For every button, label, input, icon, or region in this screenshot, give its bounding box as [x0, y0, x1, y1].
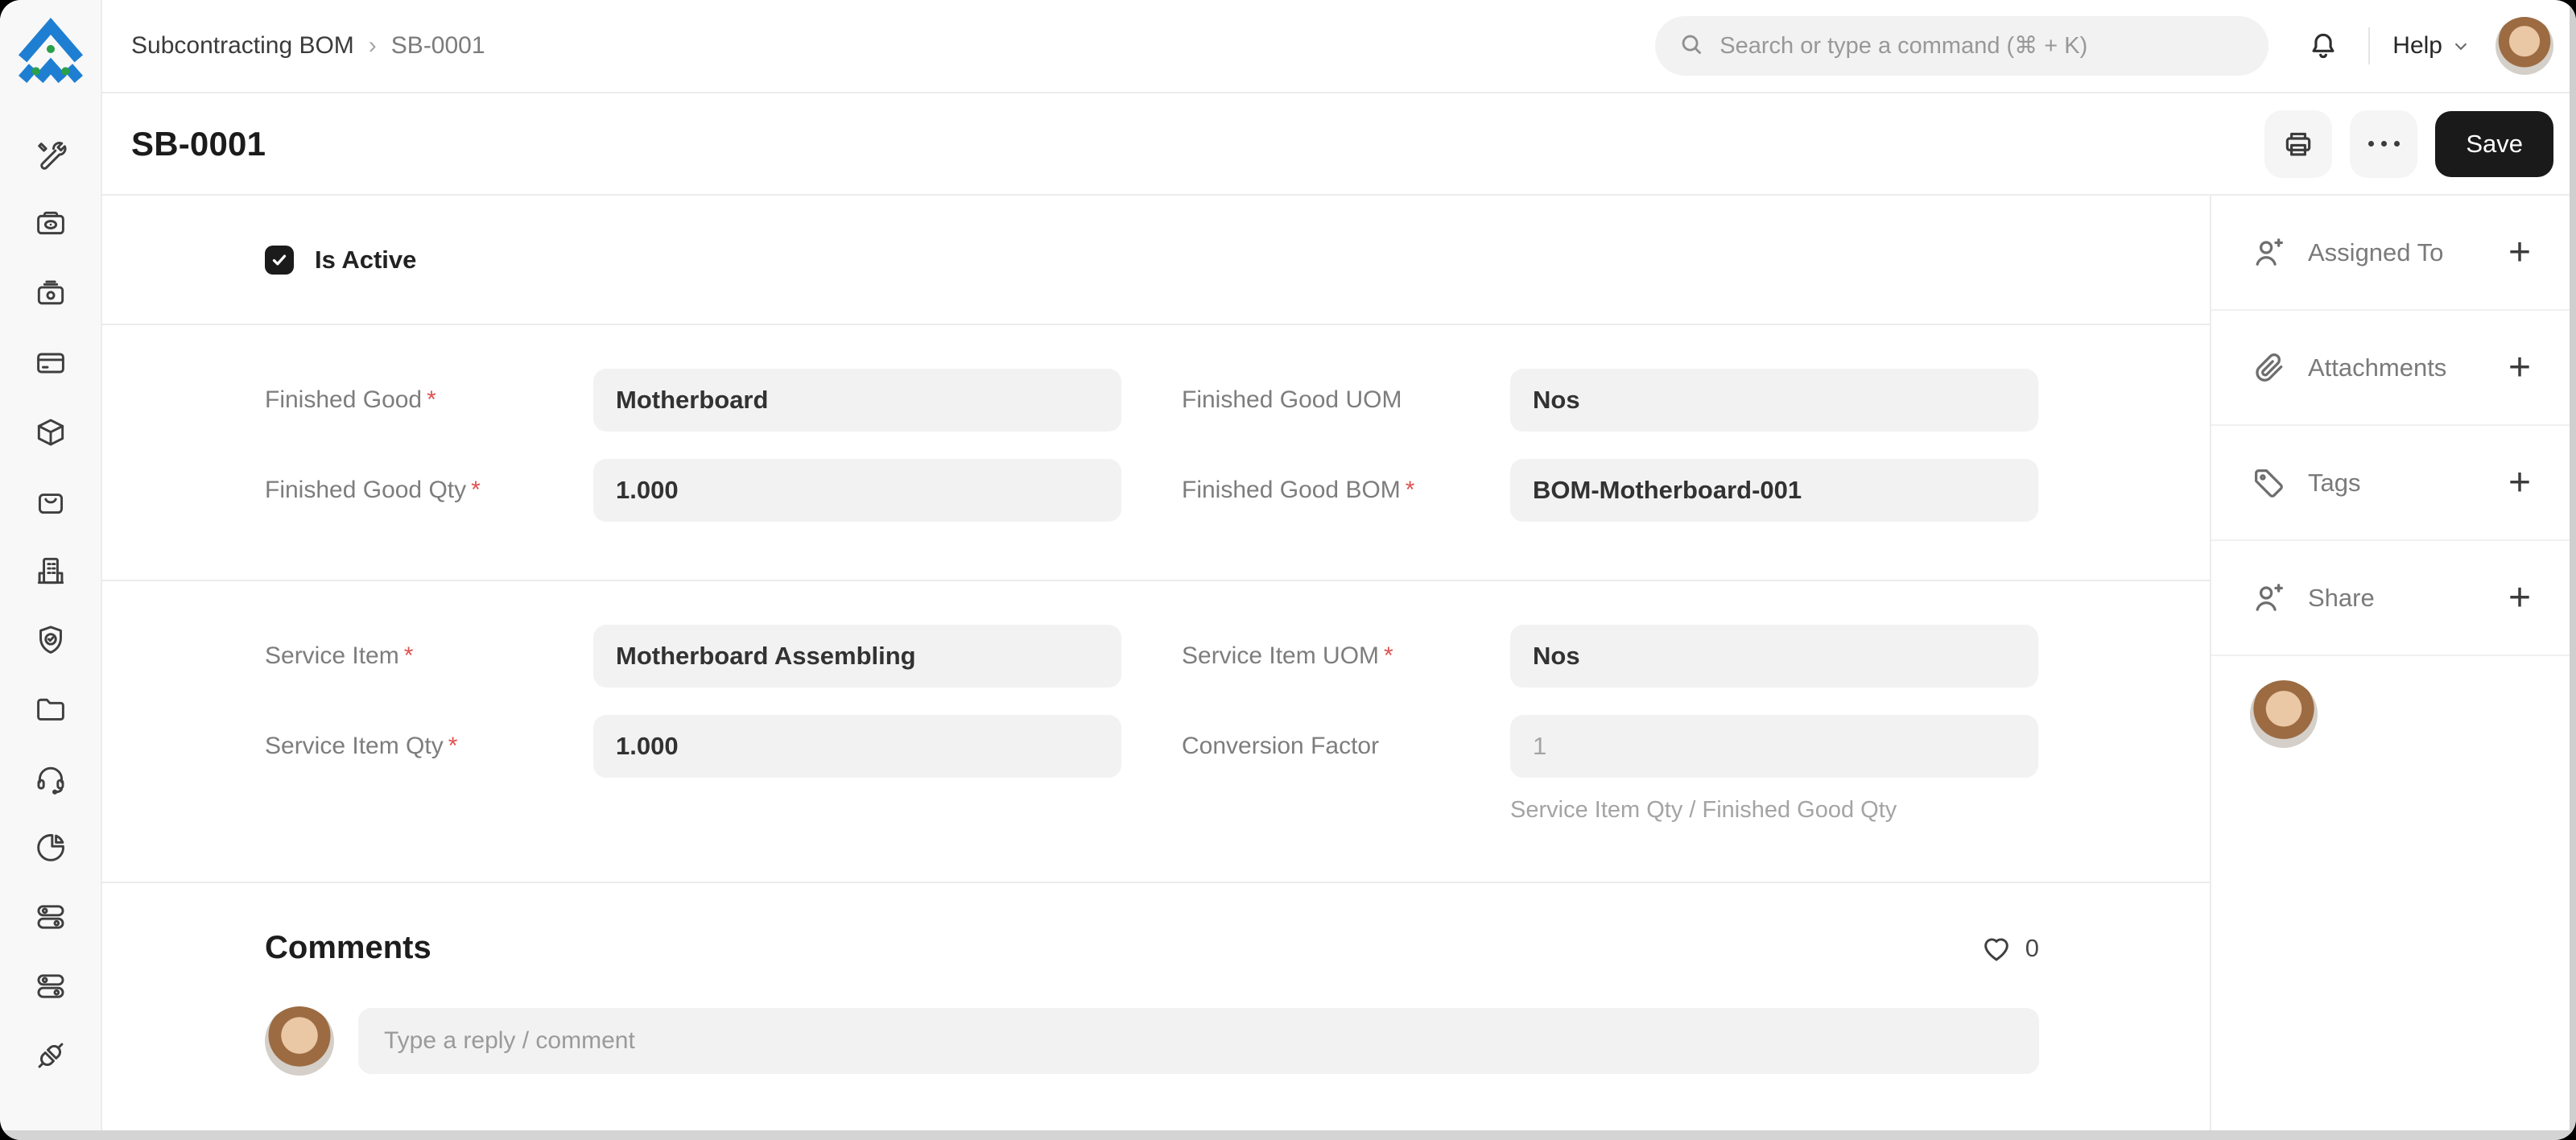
pie-chart-icon[interactable] [16, 813, 85, 882]
scrollbar-track[interactable] [2570, 0, 2576, 1140]
is-active-checkbox[interactable] [265, 245, 294, 275]
finished-good-uom-label: Finished Good UOM [1182, 386, 1402, 413]
service-item-label: Service Item * [265, 642, 414, 669]
plug-icon[interactable] [16, 1021, 85, 1090]
package-icon[interactable] [16, 398, 85, 467]
comment-avatar [265, 1006, 334, 1076]
headset-icon[interactable] [16, 744, 85, 813]
add-tag-button[interactable]: + [2508, 461, 2531, 504]
section-comments: Comments 0 [102, 883, 2210, 1076]
conversion-factor-field[interactable]: 1 [1510, 715, 2038, 778]
finished-good-qty-label: Finished Good Qty * [265, 477, 481, 503]
search-input[interactable] [1718, 31, 2234, 60]
assigned-to-row[interactable]: Assigned To + [2211, 196, 2576, 311]
tools-icon[interactable] [16, 121, 85, 190]
breadcrumb-current: SB-0001 [390, 32, 485, 59]
service-item-uom-label: Service Item UOM * [1182, 642, 1393, 669]
finished-good-field[interactable]: Motherboard [593, 369, 1121, 432]
shared-with-list [2211, 656, 2576, 748]
printer-icon [2286, 132, 2311, 156]
required-mark: * [1405, 477, 1415, 503]
form-main: Is Active Finished Good * Motherboard Fin… [102, 196, 2210, 1140]
page-header: SB-0001 Save [102, 93, 2576, 196]
service-item-qty-label: Service Item Qty * [265, 733, 458, 759]
attachments-label: Attachments [2308, 353, 2447, 382]
breadcrumb-separator: › [368, 32, 377, 59]
money-icon[interactable] [16, 190, 85, 259]
heart-icon[interactable] [1980, 932, 2013, 964]
conversion-factor-help: Service Item Qty / Finished Good Qty [1510, 797, 1897, 823]
help-menu[interactable]: Help [2392, 32, 2471, 60]
building-icon[interactable] [16, 536, 85, 605]
check-icon [272, 254, 287, 265]
topbar: Subcontracting BOM › SB-0001 [102, 0, 2576, 93]
tags-label: Tags [2308, 468, 2361, 497]
required-mark: * [403, 642, 414, 669]
chevron-down-icon [2454, 43, 2467, 51]
user-avatar[interactable] [2496, 17, 2553, 75]
required-mark: * [448, 733, 458, 759]
share-row[interactable]: Share + [2211, 541, 2576, 656]
finished-good-label: Finished Good * [265, 386, 436, 413]
tag-icon [2255, 469, 2283, 498]
section-finished-good: Finished Good * Motherboard Finished Good… [102, 325, 2210, 581]
tags-row[interactable]: Tags + [2211, 426, 2576, 541]
sliders-icon[interactable] [16, 882, 85, 952]
is-active-label: Is Active [315, 245, 417, 274]
finished-good-bom-field[interactable]: BOM-Motherboard-001 [1510, 459, 2038, 522]
required-mark: * [471, 477, 481, 503]
comment-box[interactable] [358, 1008, 2039, 1074]
attachments-row[interactable]: Attachments + [2211, 311, 2576, 426]
app-logo[interactable] [15, 13, 86, 84]
more-actions-button[interactable] [2350, 109, 2418, 178]
sliders-icon-2[interactable] [16, 952, 85, 1021]
add-attachment-button[interactable]: + [2508, 345, 2531, 389]
window-bottom-edge [0, 1130, 2576, 1140]
left-sidebar [0, 0, 102, 1140]
required-mark: * [1384, 642, 1393, 669]
card-icon[interactable] [16, 328, 85, 398]
camera-box-icon[interactable] [16, 259, 85, 328]
folder-icon[interactable] [16, 675, 85, 744]
help-label: Help [2392, 32, 2442, 59]
topbar-divider [2368, 27, 2371, 64]
service-item-qty-field[interactable]: 1.000 [593, 715, 1121, 778]
finished-good-uom-field[interactable]: Nos [1510, 369, 2038, 432]
paperclip-icon [2256, 353, 2283, 382]
ellipsis-icon [2368, 141, 2400, 147]
section-service-item: Service Item * Motherboard Assembling Ser… [102, 581, 2210, 883]
bag-icon[interactable] [16, 467, 85, 536]
notification-bell-icon[interactable] [2301, 23, 2346, 68]
global-search[interactable] [1655, 16, 2269, 76]
service-item-uom-field[interactable]: Nos [1510, 625, 2038, 688]
section-is-active: Is Active [102, 196, 2210, 325]
finished-good-qty-field[interactable]: 1.000 [593, 459, 1121, 522]
conversion-factor-label: Conversion Factor [1182, 733, 1380, 759]
right-panel: Assigned To + Attachments + Tags [2210, 196, 2576, 1140]
add-share-button[interactable]: + [2508, 576, 2531, 619]
shared-user-avatar[interactable] [2250, 680, 2318, 748]
comments-heading: Comments [265, 930, 431, 965]
page-title: SB-0001 [131, 124, 266, 163]
save-button[interactable]: Save [2435, 110, 2553, 177]
shield-check-icon[interactable] [16, 605, 85, 675]
add-assignment-button[interactable]: + [2508, 230, 2531, 274]
like-count: 0 [2025, 933, 2039, 962]
comment-input[interactable] [382, 1026, 2015, 1055]
required-mark: * [427, 386, 436, 413]
finished-good-bom-label: Finished Good BOM * [1182, 477, 1415, 503]
user-plus-icon [2256, 583, 2283, 611]
user-plus-icon [2256, 238, 2283, 266]
service-item-field[interactable]: Motherboard Assembling [593, 625, 1121, 688]
print-button[interactable] [2264, 109, 2333, 178]
assigned-to-label: Assigned To [2308, 238, 2444, 266]
breadcrumb-parent[interactable]: Subcontracting BOM [131, 32, 354, 59]
search-icon [1678, 31, 1705, 62]
share-label: Share [2308, 583, 2375, 612]
